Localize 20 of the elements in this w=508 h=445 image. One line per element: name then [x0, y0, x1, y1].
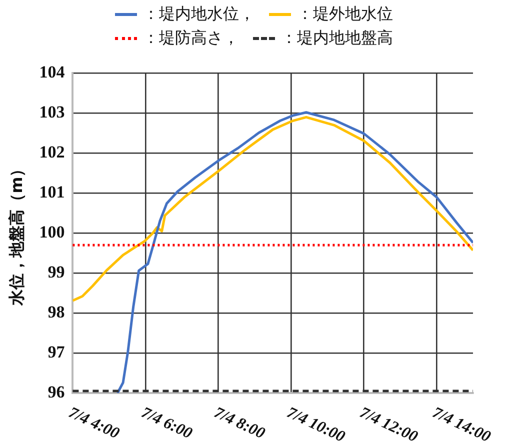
x-tick-label: 7/4 12:00 [357, 404, 420, 445]
legend-label: ：堤防高さ， [143, 28, 239, 48]
x-tick-label: 7/4 8:00 [211, 404, 268, 442]
y-tick-label: 97 [48, 342, 66, 362]
legend-label: ：堤内地水位， [143, 4, 255, 24]
y-tick-label: 103 [39, 102, 65, 122]
x-tick-label: 7/4 4:00 [66, 404, 122, 442]
x-tick-label: 7/4 14:00 [430, 404, 493, 445]
legend-label: ：堤外地水位 [297, 4, 393, 24]
y-tick-label: 96 [48, 382, 65, 402]
legend-label: ：堤内地地盤高 [281, 28, 393, 48]
y-axis-title: 水位，地盤高（m） [6, 160, 26, 306]
y-tick-label: 101 [39, 182, 65, 202]
x-tick-label: 7/4 10:00 [284, 404, 348, 445]
y-tick-label: 99 [48, 262, 65, 282]
y-tick-label: 102 [39, 142, 65, 162]
y-tick-label: 98 [48, 302, 65, 322]
y-tick-label: 100 [39, 222, 65, 242]
y-tick-label: 104 [39, 62, 66, 82]
x-tick-label: 7/4 6:00 [138, 404, 195, 442]
